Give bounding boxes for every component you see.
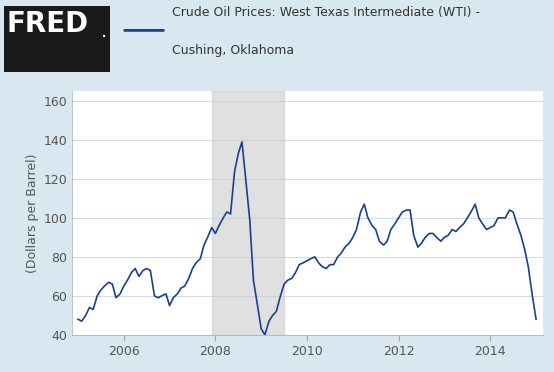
Text: .: . [101,22,107,41]
Bar [212,91,284,335]
FancyBboxPatch shape [4,6,110,72]
Text: FRED: FRED [7,10,89,38]
Text: Crude Oil Prices: West Texas Intermediate (WTI) -: Crude Oil Prices: West Texas Intermediat… [172,6,480,19]
Text: Cushing, Oklahoma: Cushing, Oklahoma [172,44,294,57]
Y-axis label: (Dollars per Barrel): (Dollars per Barrel) [26,153,39,273]
